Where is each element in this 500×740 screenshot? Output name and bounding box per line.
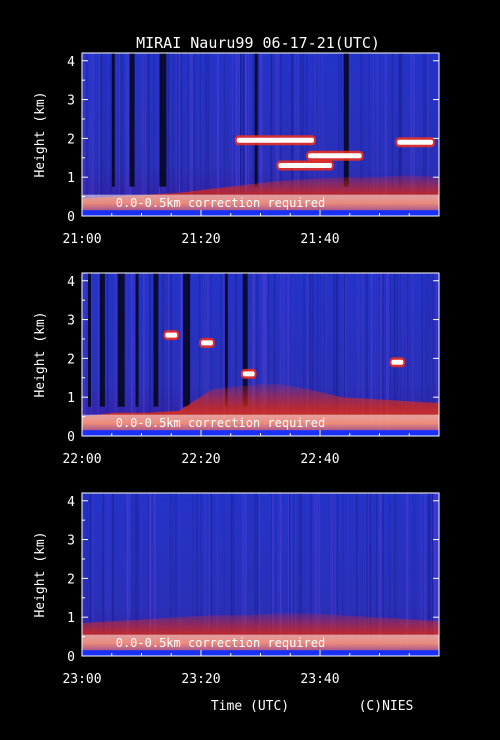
- attenuation-column: [99, 273, 105, 407]
- x-tick-label: 21:20: [181, 232, 220, 247]
- cloud-layer: [397, 139, 433, 145]
- panel-3: 0.0-0.5km correction required 0 1 2 3 4 Height…: [33, 492, 440, 687]
- y-tick-label: 3: [67, 534, 75, 549]
- x-tick-label: 22:00: [62, 452, 101, 467]
- signal-texture: [84, 493, 438, 656]
- attenuation-column: [129, 53, 135, 187]
- attenuation-column: [242, 273, 248, 407]
- y-tick-label: 0: [67, 650, 75, 665]
- credit-label: (C)NIES: [359, 699, 414, 714]
- x-tick-label: 23:20: [181, 672, 220, 687]
- y-tick-label: 1: [67, 611, 75, 626]
- y-tick-label: 4: [67, 495, 75, 510]
- signal-texture: [83, 273, 438, 436]
- y-tick-label: 3: [67, 94, 75, 109]
- correction-annotation: 0.0-0.5km correction required: [116, 636, 326, 650]
- panel-2: 0.0-0.5km correction required 0 1 2 3 4 Height…: [33, 272, 440, 467]
- y-tick-label: 0: [67, 430, 75, 445]
- cloud-layer: [236, 137, 314, 143]
- cloud-layer: [165, 332, 178, 338]
- y-tick-label: 3: [67, 314, 75, 329]
- x-tick-label: 23:00: [62, 672, 101, 687]
- attenuation-column: [159, 53, 167, 187]
- attenuation-column: [117, 273, 125, 407]
- correction-annotation: 0.0-0.5km correction required: [116, 196, 326, 210]
- y-axis-label: Height (km): [33, 531, 48, 617]
- y-tick-label: 2: [67, 352, 75, 367]
- y-axis-label: Height (km): [33, 311, 48, 397]
- cloud-layer: [278, 163, 332, 168]
- y-tick-label: 4: [67, 275, 75, 290]
- x-axis-label: Time (UTC): [211, 699, 289, 714]
- cloud-layer: [201, 340, 213, 346]
- y-tick-label: 0: [67, 210, 75, 225]
- y-tick-label: 1: [67, 391, 75, 406]
- attenuation-column: [88, 273, 91, 407]
- y-tick-label: 2: [67, 132, 75, 147]
- panel-1: 0.0-0.5km correction required 0 1 2 3 4 Height…: [33, 52, 440, 247]
- cloud-layer: [391, 359, 404, 365]
- cloud-layer: [308, 153, 362, 159]
- attenuation-column: [111, 53, 115, 187]
- attenuation-column: [135, 273, 139, 407]
- y-tick-label: 1: [67, 171, 75, 186]
- attenuation-column: [224, 273, 228, 407]
- attenuation-column: [153, 273, 159, 407]
- y-tick-label: 2: [67, 572, 75, 587]
- signal-texture: [82, 53, 429, 216]
- y-tick-label: 4: [67, 55, 75, 70]
- x-tick-label: 22:40: [300, 452, 339, 467]
- x-tick-label: 22:20: [181, 452, 220, 467]
- attenuation-column: [343, 53, 349, 187]
- attenuation-column: [254, 53, 258, 187]
- y-axis-label: Height (km): [33, 91, 48, 177]
- x-tick-label: 21:40: [300, 232, 339, 247]
- attenuation-column: [183, 273, 191, 407]
- cloud-layer: [242, 371, 255, 377]
- correction-annotation: 0.0-0.5km correction required: [116, 416, 326, 430]
- figure-title: MIRAI Nauru99 06-17-21(UTC): [136, 34, 380, 52]
- x-tick-label: 23:40: [300, 672, 339, 687]
- x-tick-label: 21:00: [62, 232, 101, 247]
